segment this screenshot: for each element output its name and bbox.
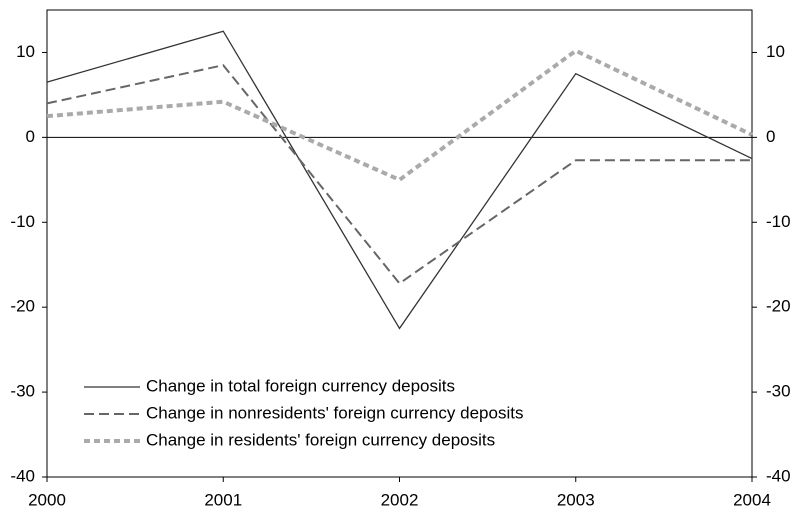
legend-label: Change in nonresidents' foreign currency…: [146, 403, 523, 422]
y-tick-label: -30: [10, 382, 35, 401]
y-tick-label: -10: [10, 212, 35, 231]
y-tick-label: 0: [26, 127, 35, 146]
series-line: [46, 64, 752, 285]
x-tick-label: 2004: [733, 490, 771, 509]
y-tick-label: 10: [16, 42, 35, 61]
x-tick-label: 2002: [381, 490, 419, 509]
x-tick-label: 2000: [28, 490, 66, 509]
y2-tick-label: -40: [766, 466, 791, 485]
y2-tick-label: -20: [766, 297, 791, 316]
series-line: [46, 30, 753, 330]
series-line: [46, 48, 753, 183]
y2-tick-label: -30: [766, 382, 791, 401]
y-tick-label: -40: [10, 466, 35, 485]
y-tick-label: -20: [10, 297, 35, 316]
y2-tick-label: 0: [766, 127, 775, 146]
x-tick-label: 2003: [557, 490, 595, 509]
legend-label: Change in total foreign currency deposit…: [146, 376, 455, 395]
y2-tick-label: 10: [766, 42, 785, 61]
x-tick-label: 2001: [204, 490, 242, 509]
legend-label: Change in residents' foreign currency de…: [146, 430, 495, 449]
y2-tick-label: -10: [766, 212, 791, 231]
